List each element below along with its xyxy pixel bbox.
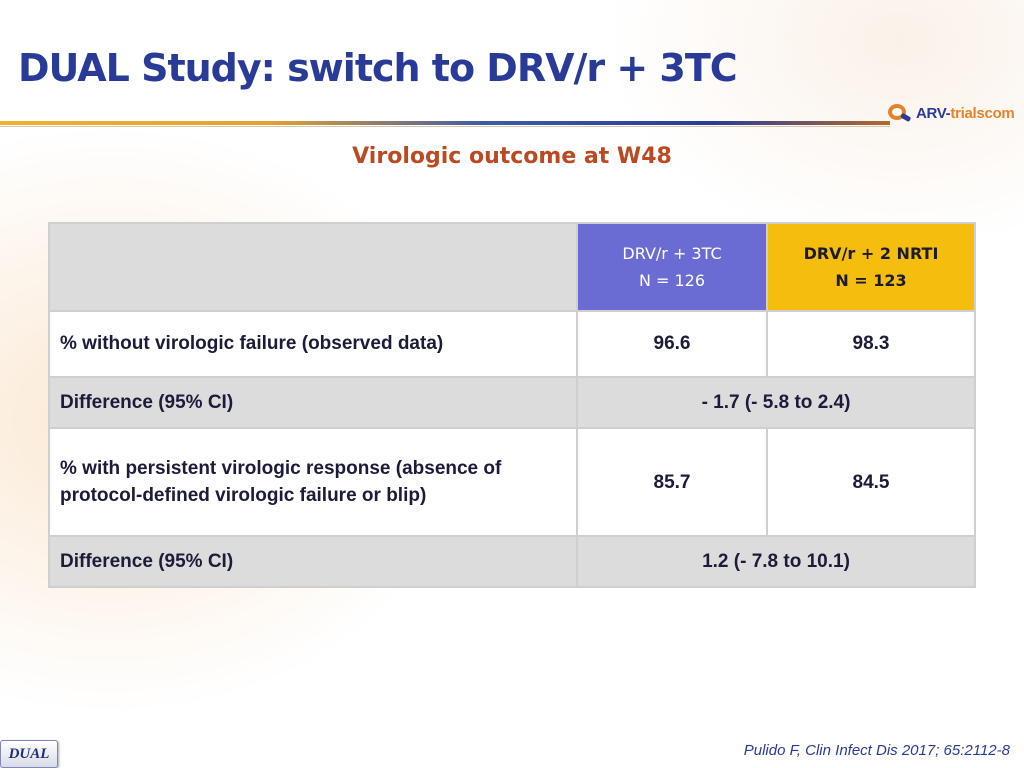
- table-header-row: DRV/r + 3TC N = 126 DRV/r + 2 NRTI N = 1…: [48, 222, 976, 312]
- arm-count: N = 126: [638, 271, 706, 290]
- difference-value: 1.2 (- 7.8 to 10.1): [576, 535, 976, 588]
- arm1-value: 85.7: [576, 427, 768, 537]
- outcome-table: DRV/r + 3TC N = 126 DRV/r + 2 NRTI N = 1…: [48, 222, 976, 588]
- arm2-value: 98.3: [766, 310, 976, 378]
- title-divider: [0, 121, 890, 125]
- arm-count: N = 123: [835, 271, 907, 290]
- arm-header-drv-2nrti: DRV/r + 2 NRTI N = 123: [766, 222, 976, 312]
- row-label: Difference (95% CI): [48, 535, 578, 588]
- study-tag: DUAL: [0, 740, 58, 768]
- logo-icon: [886, 102, 912, 124]
- table-row: % with persistent virologic response (ab…: [48, 427, 976, 537]
- row-label: % with persistent virologic response (ab…: [48, 427, 578, 537]
- arm-name: DRV/r + 2 NRTI: [803, 244, 939, 263]
- arm-header-drv-3tc: DRV/r + 3TC N = 126: [576, 222, 768, 312]
- logo-accent-text: trials: [950, 104, 985, 122]
- slide-title: DUAL Study: switch to DRV/r + 3TC: [18, 46, 738, 90]
- title-divider-thin: [0, 126, 890, 127]
- arm1-value: 96.6: [576, 310, 768, 378]
- header-blank-cell: [48, 222, 578, 312]
- difference-value: - 1.7 (- 5.8 to 2.4): [576, 376, 976, 429]
- logo-suffix-text: com: [984, 104, 1015, 122]
- slide-subtitle: Virologic outcome at W48: [352, 144, 672, 169]
- arm2-value: 84.5: [766, 427, 976, 537]
- table-row: Difference (95% CI) - 1.7 (- 5.8 to 2.4): [48, 376, 976, 429]
- logo-main-text: ARV-: [916, 104, 951, 122]
- table-row: Difference (95% CI) 1.2 (- 7.8 to 10.1): [48, 535, 976, 588]
- citation: Pulido F, Clin Infect Dis 2017; 65:2112-…: [743, 742, 1010, 759]
- row-label: Difference (95% CI): [48, 376, 578, 429]
- row-label: % without virologic failure (observed da…: [48, 310, 578, 378]
- arm-name: DRV/r + 3TC: [622, 244, 722, 263]
- table-row: % without virologic failure (observed da…: [48, 310, 976, 378]
- arv-trials-logo: ARV-trialscom: [886, 98, 1016, 128]
